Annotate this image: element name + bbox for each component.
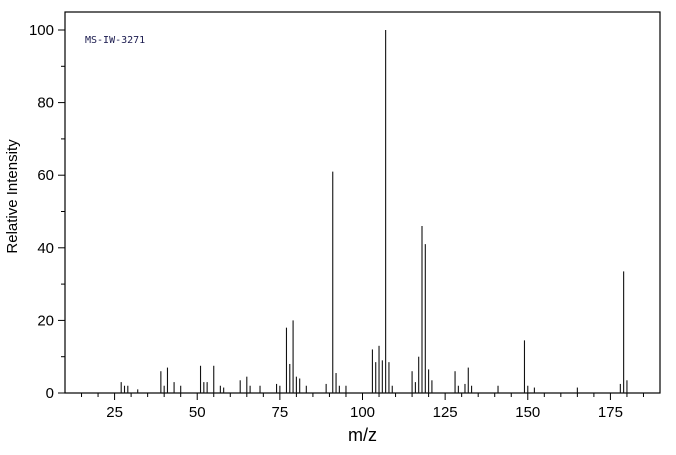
x-tick-label: 25 [106,404,123,421]
x-tick-label: 175 [598,404,623,421]
axes [58,11,661,400]
x-tick-label: 125 [433,404,458,421]
x-tick-label: 50 [189,404,206,421]
x-tick-label: 150 [515,404,540,421]
y-tick-label: 60 [37,167,54,184]
y-tick-label: 40 [37,240,54,257]
x-axis-title: m/z [348,425,377,445]
y-tick-label: 20 [37,312,54,329]
y-tick-label: 80 [37,95,54,112]
x-tick-label: 100 [350,404,375,421]
axis-labels: 25 50 75 100 125 150 175 0 20 40 60 80 100 m/z Relativ… [4,22,623,445]
y-tick-label: 100 [29,22,54,39]
y-tick-label: 0 [46,385,54,402]
spectrum-id-annotation: MS-IW-3271 [85,35,145,46]
x-tick-label: 75 [272,404,289,421]
y-axis-title: Relative Intensity [4,139,21,254]
peaks [120,30,628,393]
